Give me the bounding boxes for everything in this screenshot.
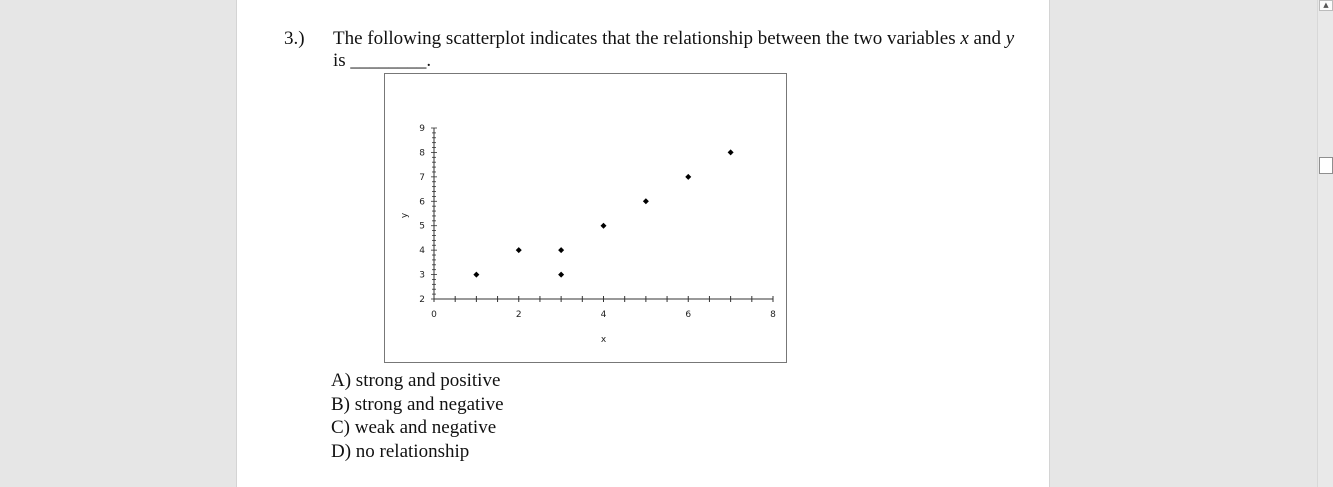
question-text-and: and [968, 28, 1006, 49]
scatter-point [685, 173, 692, 180]
y-tick-label: 5 [419, 222, 425, 232]
variable-y: y [1005, 28, 1015, 49]
x-axis-label: x [601, 335, 607, 345]
choice-b[interactable]: B) strong and negative [331, 393, 504, 415]
choice-c[interactable]: C) weak and negative [331, 417, 497, 438]
y-tick-label: 6 [419, 197, 425, 207]
x-tick-label: 0 [431, 310, 437, 320]
y-tick-label: 7 [419, 173, 425, 183]
scatter-point [727, 149, 734, 156]
y-tick-label: 9 [419, 124, 425, 134]
question-text: The following scatterplot indicates that… [333, 28, 1023, 72]
y-axis-label: y [400, 212, 410, 218]
y-tick-label: 3 [419, 271, 425, 281]
scatter-point [600, 222, 607, 229]
choice-a[interactable]: A) strong and positive [331, 370, 501, 391]
vertical-scrollbar[interactable]: ▲ [1317, 0, 1333, 487]
question-number: 3.) [284, 28, 305, 49]
document-page: 3.) The following scatterplot indicates … [236, 0, 1050, 487]
y-tick-label: 2 [419, 295, 425, 305]
scatter-point [558, 271, 565, 278]
y-tick-label: 8 [419, 148, 425, 158]
scrollbar-thumb[interactable] [1319, 157, 1333, 174]
question-text-part: The following scatterplot indicates that… [333, 28, 961, 49]
scatter-point [642, 198, 649, 205]
scatter-point [473, 271, 480, 278]
choice-d[interactable]: D) no relationship [331, 440, 470, 462]
y-tick-label: 4 [419, 246, 425, 256]
scatter-point [515, 247, 522, 254]
x-tick-label: 8 [770, 310, 776, 320]
x-tick-label: 2 [516, 310, 522, 320]
answer-choices: A) strong and positive B) strong and neg… [331, 369, 504, 463]
variable-x: x [960, 28, 969, 49]
scroll-up-arrow-icon[interactable]: ▲ [1319, 0, 1333, 11]
question-blank-line: is ________. [333, 50, 432, 71]
x-tick-label: 6 [685, 310, 691, 320]
scatter-point [558, 247, 565, 254]
x-tick-label: 4 [601, 310, 607, 320]
